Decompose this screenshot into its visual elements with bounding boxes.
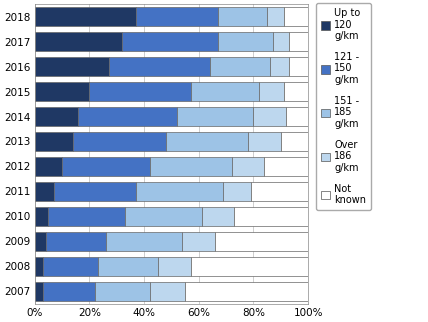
Bar: [283, 82, 308, 101]
Bar: [35, 7, 136, 26]
Bar: [149, 282, 185, 300]
Bar: [35, 132, 73, 151]
Bar: [218, 7, 267, 26]
Bar: [281, 132, 308, 151]
Bar: [177, 107, 253, 126]
Bar: [251, 182, 308, 201]
Bar: [267, 7, 283, 26]
Bar: [270, 57, 289, 76]
Bar: [190, 257, 308, 276]
Bar: [106, 232, 182, 251]
Bar: [289, 57, 308, 76]
Bar: [95, 282, 149, 300]
Bar: [122, 32, 218, 51]
Bar: [136, 182, 223, 201]
Bar: [248, 132, 281, 151]
Bar: [136, 7, 218, 26]
Bar: [234, 207, 308, 226]
Bar: [46, 232, 106, 251]
Bar: [215, 232, 308, 251]
Bar: [35, 32, 122, 51]
Bar: [202, 207, 234, 226]
Bar: [43, 257, 98, 276]
Bar: [190, 82, 259, 101]
Bar: [125, 207, 202, 226]
Bar: [35, 232, 46, 251]
Bar: [35, 57, 109, 76]
Bar: [218, 32, 273, 51]
Bar: [98, 257, 158, 276]
Bar: [185, 282, 308, 300]
Bar: [35, 107, 78, 126]
Bar: [232, 157, 265, 176]
Bar: [210, 57, 270, 76]
Bar: [35, 82, 89, 101]
Bar: [166, 132, 248, 151]
Bar: [289, 32, 308, 51]
Bar: [273, 32, 289, 51]
Bar: [54, 182, 136, 201]
Bar: [265, 157, 308, 176]
Bar: [259, 82, 283, 101]
Bar: [149, 157, 232, 176]
Bar: [158, 257, 190, 276]
Bar: [89, 82, 190, 101]
Bar: [78, 107, 177, 126]
Bar: [182, 232, 215, 251]
Legend: Up to
120
g/km, 121 -
150
g/km, 151 -
185
g/km, Over
186
g/km, Not
known: Up to 120 g/km, 121 - 150 g/km, 151 - 18…: [316, 3, 371, 210]
Bar: [43, 282, 95, 300]
Bar: [253, 107, 286, 126]
Bar: [286, 107, 308, 126]
Bar: [62, 157, 149, 176]
Bar: [35, 157, 62, 176]
Bar: [35, 257, 43, 276]
Bar: [35, 282, 43, 300]
Bar: [73, 132, 166, 151]
Bar: [48, 207, 125, 226]
Bar: [35, 182, 54, 201]
Bar: [35, 207, 48, 226]
Bar: [109, 57, 210, 76]
Bar: [283, 7, 308, 26]
Bar: [223, 182, 251, 201]
